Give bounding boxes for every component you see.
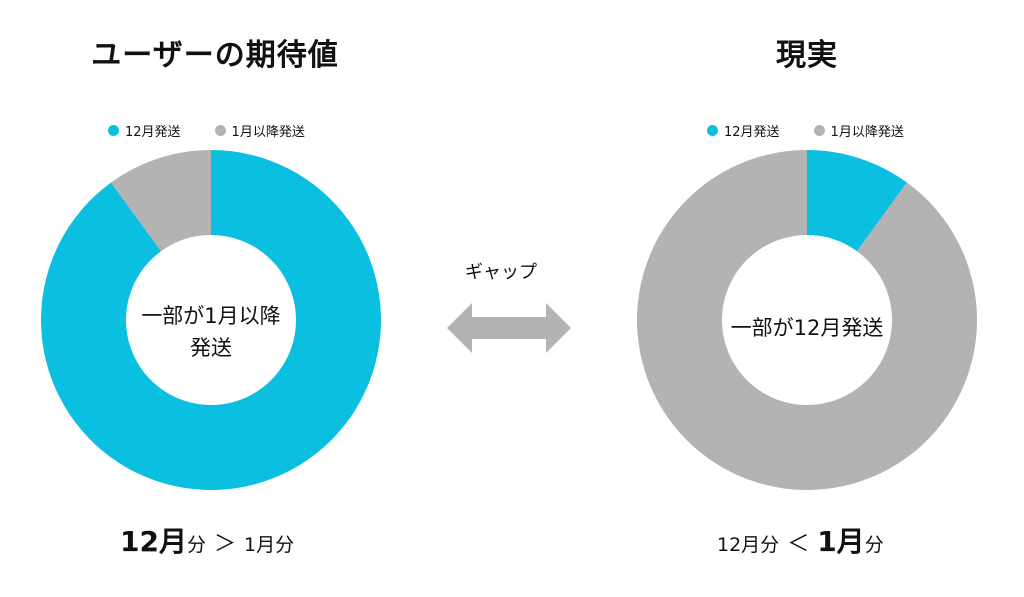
legend-label: 1月以降発送 <box>231 125 305 140</box>
legend-item-jan: 1月以降発送 <box>813 121 904 140</box>
legend: 12月発送 1月以降発送 <box>707 121 904 140</box>
caption-separator: ＞ <box>213 532 236 557</box>
donut-center-label: 一部が12月発送 <box>717 312 897 344</box>
donut-center-label: 一部が1月以降 発送 <box>121 300 301 364</box>
reality-panel: 現実 12月発送 1月以降発送 一部が12月発送 12月分 ＜ 1月 分 <box>597 0 1017 597</box>
comparison-caption: 12月 分 ＞ 1月分 <box>120 520 294 560</box>
donut-chart <box>637 150 977 490</box>
caption-text: 12月分 <box>717 534 780 556</box>
expectation-panel: ユーザーの期待値 12月発送 1月以降発送 一部が1月以降 発送 12月 分 ＞… <box>0 0 420 597</box>
legend-item-jan: 1月以降発送 <box>214 121 305 140</box>
comparison-caption: 12月分 ＜ 1月 分 <box>717 520 884 560</box>
caption-emphasis: 1月 <box>817 525 865 558</box>
legend-dot-dec <box>108 125 119 136</box>
legend-dot-dec <box>707 125 718 136</box>
donut-chart <box>41 150 381 490</box>
legend-item-dec: 12月発送 <box>707 121 780 140</box>
legend-label: 12月発送 <box>724 125 780 140</box>
caption-unit: 分 <box>864 534 884 556</box>
chart-title: 現実 <box>776 38 838 73</box>
gap-label: ギャップ <box>465 262 537 283</box>
legend-dot-jan <box>813 125 825 136</box>
legend: 12月発送 1月以降発送 <box>108 121 305 140</box>
center-label-line: 一部が1月以降 <box>141 304 281 328</box>
caption-emphasis: 12月 <box>120 525 187 558</box>
center-label-line: 発送 <box>190 336 232 360</box>
legend-item-dec: 12月発送 <box>108 121 181 140</box>
caption-separator: ＜ <box>787 532 810 557</box>
double-arrow-icon <box>447 303 571 353</box>
donut-slice-jan <box>637 150 977 490</box>
center-label-line: 一部が12月発送 <box>730 316 884 340</box>
legend-dot-jan <box>214 125 226 136</box>
caption-text: 1月分 <box>244 534 295 556</box>
chart-title: ユーザーの期待値 <box>91 38 339 73</box>
donut-slice-dec <box>41 150 381 490</box>
donut-slice-dec <box>807 150 907 252</box>
caption-unit: 分 <box>186 534 206 556</box>
legend-label: 1月以降発送 <box>830 125 904 140</box>
legend-label: 12月発送 <box>125 125 181 140</box>
donut-slice-jan <box>111 150 211 252</box>
